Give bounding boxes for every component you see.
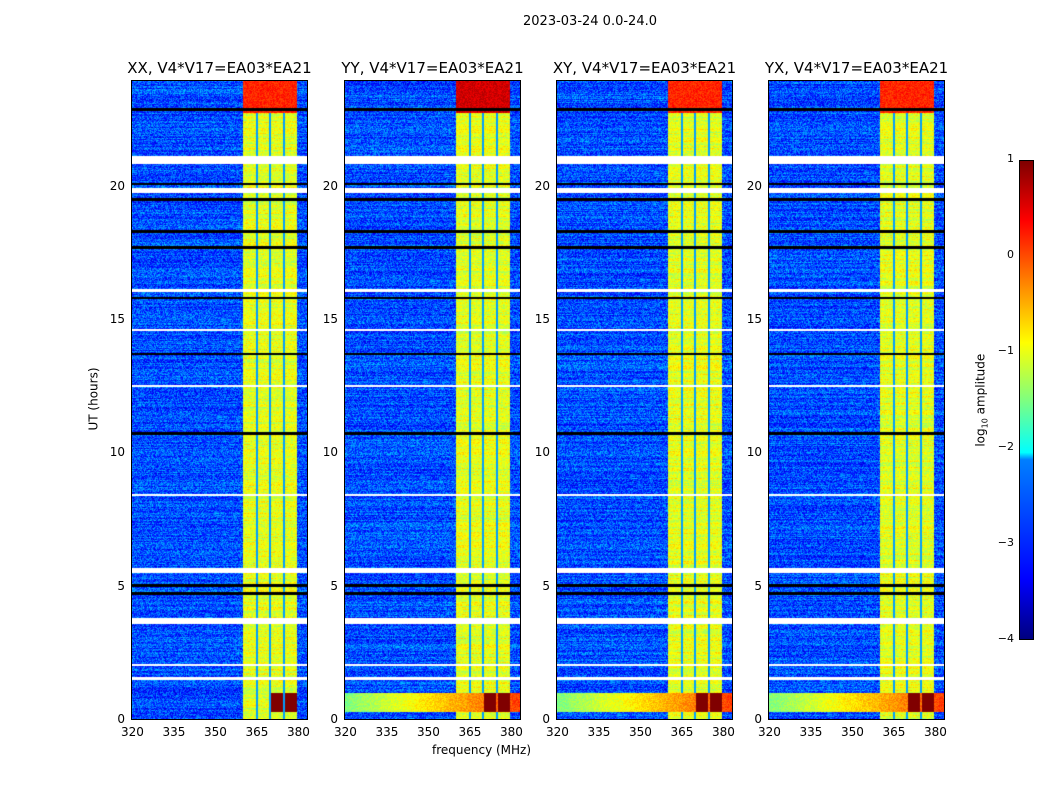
heatmap-panel bbox=[556, 80, 733, 720]
x-tick-label: 320 bbox=[546, 725, 569, 739]
heatmap-panel bbox=[768, 80, 945, 720]
x-tick-label: 335 bbox=[799, 725, 823, 739]
colorbar-tick-label: 1 bbox=[1007, 152, 1014, 165]
heatmap-panel bbox=[131, 80, 308, 720]
x-tick-label: 320 bbox=[121, 725, 144, 739]
y-tick-label: 20 bbox=[109, 178, 125, 193]
colorbar-label: log10 amplitude bbox=[973, 354, 989, 447]
y-tick-label: 5 bbox=[542, 578, 550, 593]
x-tick-label: 350 bbox=[628, 725, 652, 739]
y-tick-label: 20 bbox=[746, 178, 762, 193]
colorbar-tick-label: −1 bbox=[997, 344, 1014, 357]
y-tick-label: 5 bbox=[117, 578, 125, 593]
x-tick-label: 335 bbox=[162, 725, 186, 739]
x-tick-label: 335 bbox=[375, 725, 399, 739]
x-tick-label: 350 bbox=[840, 725, 864, 739]
y-tick-label: 5 bbox=[754, 578, 762, 593]
x-tick-label: 350 bbox=[203, 725, 227, 739]
y-tick-label: 5 bbox=[330, 578, 338, 593]
colorbar-tick-label: −3 bbox=[997, 536, 1014, 549]
y-tick-label: 15 bbox=[109, 312, 125, 326]
colorbar-label-sub: 10 bbox=[980, 418, 990, 429]
y-tick-label: 10 bbox=[322, 445, 338, 460]
x-tick-label: 320 bbox=[758, 725, 781, 739]
y-tick-label: 0 bbox=[754, 712, 762, 726]
y-tick-label: 0 bbox=[542, 712, 550, 726]
x-tick-label: 350 bbox=[416, 725, 440, 739]
figure-title: 2023-03-24 0.0-24.0 bbox=[523, 14, 657, 29]
colorbar-label-main: log bbox=[973, 428, 988, 447]
x-tick-label: 365 bbox=[882, 725, 906, 739]
y-tick-label: 15 bbox=[322, 312, 338, 326]
y-tick-label: 15 bbox=[746, 312, 762, 326]
y-tick-label: 20 bbox=[534, 178, 550, 193]
x-tick-label: 380 bbox=[711, 725, 735, 739]
x-tick-label: 365 bbox=[245, 725, 269, 739]
x-tick-label: 380 bbox=[923, 725, 947, 739]
colorbar-tick-label: −4 bbox=[997, 632, 1014, 645]
heatmap-image bbox=[345, 81, 520, 719]
colorbar bbox=[1019, 160, 1034, 640]
x-tick-label: 365 bbox=[458, 725, 482, 739]
y-tick-label: 20 bbox=[322, 178, 338, 193]
panel-title: YX, V4*V17=EA03*EA21 bbox=[764, 59, 949, 77]
y-axis-label: UT (hours) bbox=[86, 367, 101, 431]
panel-title: XX, V4*V17=EA03*EA21 bbox=[127, 59, 312, 77]
heatmap-image bbox=[769, 81, 944, 719]
x-tick-label: 380 bbox=[286, 725, 310, 739]
x-tick-label: 335 bbox=[587, 725, 611, 739]
heatmap-image bbox=[557, 81, 732, 719]
heatmap-panel bbox=[344, 80, 521, 720]
x-tick-label: 380 bbox=[499, 725, 523, 739]
y-tick-label: 15 bbox=[534, 312, 550, 326]
y-tick-label: 10 bbox=[109, 445, 125, 460]
colorbar-label-rest: amplitude bbox=[973, 353, 988, 419]
colorbar-tick-label: −2 bbox=[997, 440, 1014, 453]
panel-title: YY, V4*V17=EA03*EA21 bbox=[341, 59, 524, 77]
y-tick-label: 0 bbox=[330, 712, 338, 726]
x-tick-label: 365 bbox=[670, 725, 694, 739]
panel-title: XY, V4*V17=EA03*EA21 bbox=[552, 59, 737, 77]
y-tick-label: 0 bbox=[117, 712, 125, 726]
y-tick-label: 10 bbox=[746, 445, 762, 460]
x-tick-label: 320 bbox=[334, 725, 357, 739]
heatmap-image bbox=[132, 81, 307, 719]
y-tick-label: 10 bbox=[534, 445, 550, 460]
colorbar-tick-label: 0 bbox=[1007, 248, 1014, 261]
x-axis-label: frequency (MHz) bbox=[432, 743, 532, 757]
